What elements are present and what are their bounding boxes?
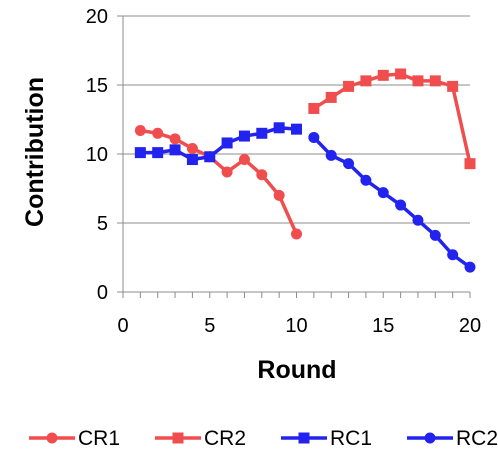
data-point-rc2: [395, 199, 407, 211]
series-cr1: [134, 125, 302, 240]
data-point-cr1: [238, 154, 250, 166]
data-point-cr1: [152, 127, 164, 139]
legend-item-rc1: RC1: [281, 427, 372, 450]
data-point-rc1: [291, 123, 302, 135]
data-point-rc2: [343, 158, 355, 170]
series-group: [134, 68, 476, 273]
legend-item-cr1: CR1: [29, 427, 120, 450]
data-point-cr2: [412, 75, 424, 87]
x-axis-title: Round: [257, 356, 336, 384]
legend-label: CR2: [204, 427, 246, 450]
data-point-rc2: [308, 131, 320, 143]
gridlines: [123, 15, 470, 224]
series-line-cr1: [140, 128, 299, 235]
data-point-cr2: [360, 75, 372, 87]
legend-marker: [424, 432, 436, 444]
data-point-cr1: [186, 142, 198, 154]
data-point-rc2: [447, 249, 459, 261]
data-point-rc1: [238, 130, 250, 142]
y-tick-label: 15: [86, 75, 108, 97]
data-point-rc1: [169, 144, 181, 156]
data-point-rc1: [204, 151, 216, 163]
data-point-cr2: [447, 80, 459, 92]
x-tick-label: 20: [459, 315, 481, 337]
legend-label: RC1: [330, 427, 372, 450]
y-axis-title: Contribution: [21, 77, 49, 227]
data-point-rc1: [221, 137, 233, 149]
legend-label: CR1: [78, 427, 120, 450]
legend-marker: [172, 432, 184, 444]
data-point-cr1: [134, 125, 146, 137]
y-tick-label: 0: [97, 282, 108, 304]
data-point-rc2: [377, 187, 389, 199]
x-tick-labels: 0 5 10 15 20: [117, 315, 481, 337]
series-line-rc2: [312, 136, 472, 269]
legend-marker: [298, 432, 310, 444]
data-point-cr2: [343, 80, 355, 92]
series-cr2: [308, 68, 476, 170]
data-point-cr2: [308, 102, 320, 114]
x-tick-label: 0: [117, 315, 128, 337]
x-tick-label: 5: [204, 315, 215, 337]
data-point-rc1: [186, 154, 198, 166]
x-tick-label: 10: [285, 315, 307, 337]
data-point-cr2: [464, 158, 476, 170]
data-point-rc1: [273, 122, 285, 134]
data-point-rc2: [412, 214, 424, 226]
data-point-cr1: [256, 169, 268, 181]
axes: [117, 15, 471, 298]
data-point-rc1: [134, 147, 146, 159]
y-tick-labels: 0 5 10 15 20: [86, 6, 108, 304]
y-tick-label: 20: [86, 6, 108, 28]
legend-marker: [46, 432, 58, 444]
data-point-rc2: [360, 174, 372, 186]
data-point-rc2: [325, 149, 337, 161]
legend-label: RC2: [456, 427, 498, 450]
data-point-cr2: [395, 68, 407, 80]
data-point-rc1: [152, 147, 164, 159]
data-point-rc1: [256, 127, 268, 139]
data-point-cr1: [273, 189, 285, 201]
data-point-cr2: [429, 75, 441, 87]
data-point-cr1: [221, 166, 233, 178]
data-point-cr1: [169, 133, 181, 145]
y-tick-label: 10: [86, 144, 108, 166]
y-tick-label: 5: [97, 213, 108, 235]
series-rc1: [134, 122, 302, 166]
data-point-rc2: [464, 261, 476, 273]
legend-item-rc2: RC2: [407, 427, 498, 450]
data-point-rc2: [429, 229, 441, 241]
data-point-cr2: [325, 91, 337, 103]
data-point-cr2: [377, 69, 389, 81]
legend: CR1 CR2 RC1 RC2: [29, 427, 498, 450]
legend-item-cr2: CR2: [155, 427, 246, 450]
series-rc2: [308, 131, 476, 273]
series-line-cr2: [312, 72, 472, 165]
x-tick-label: 15: [372, 315, 394, 337]
series-line-rc1: [140, 126, 297, 162]
data-point-cr1: [291, 228, 302, 240]
